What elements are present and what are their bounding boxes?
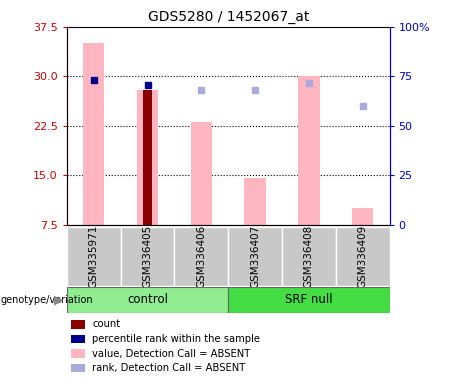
Text: GSM336407: GSM336407: [250, 225, 260, 288]
Bar: [190, 122, 212, 225]
Text: ▶: ▶: [54, 293, 64, 306]
Bar: [228, 227, 282, 286]
Bar: [298, 76, 319, 225]
Bar: [336, 227, 390, 286]
Bar: [143, 89, 152, 225]
Bar: [121, 227, 174, 286]
Bar: [228, 287, 390, 313]
Text: percentile rank within the sample: percentile rank within the sample: [92, 334, 260, 344]
Bar: [137, 89, 158, 225]
Bar: [244, 179, 266, 225]
Text: control: control: [127, 293, 168, 306]
Bar: [352, 208, 373, 225]
Bar: [67, 227, 121, 286]
Text: GSM335971: GSM335971: [89, 225, 99, 288]
Text: GSM336409: GSM336409: [358, 225, 368, 288]
Bar: [67, 287, 228, 313]
Bar: [174, 227, 228, 286]
Text: genotype/variation: genotype/variation: [1, 295, 94, 305]
Text: rank, Detection Call = ABSENT: rank, Detection Call = ABSENT: [92, 363, 245, 373]
Text: count: count: [92, 319, 120, 329]
Text: GSM336405: GSM336405: [142, 225, 153, 288]
Text: value, Detection Call = ABSENT: value, Detection Call = ABSENT: [92, 349, 250, 359]
Bar: [83, 43, 105, 225]
Title: GDS5280 / 1452067_at: GDS5280 / 1452067_at: [148, 10, 309, 25]
Text: GSM336406: GSM336406: [196, 225, 207, 288]
Bar: [282, 227, 336, 286]
Text: SRF null: SRF null: [285, 293, 333, 306]
Text: GSM336408: GSM336408: [304, 225, 314, 288]
